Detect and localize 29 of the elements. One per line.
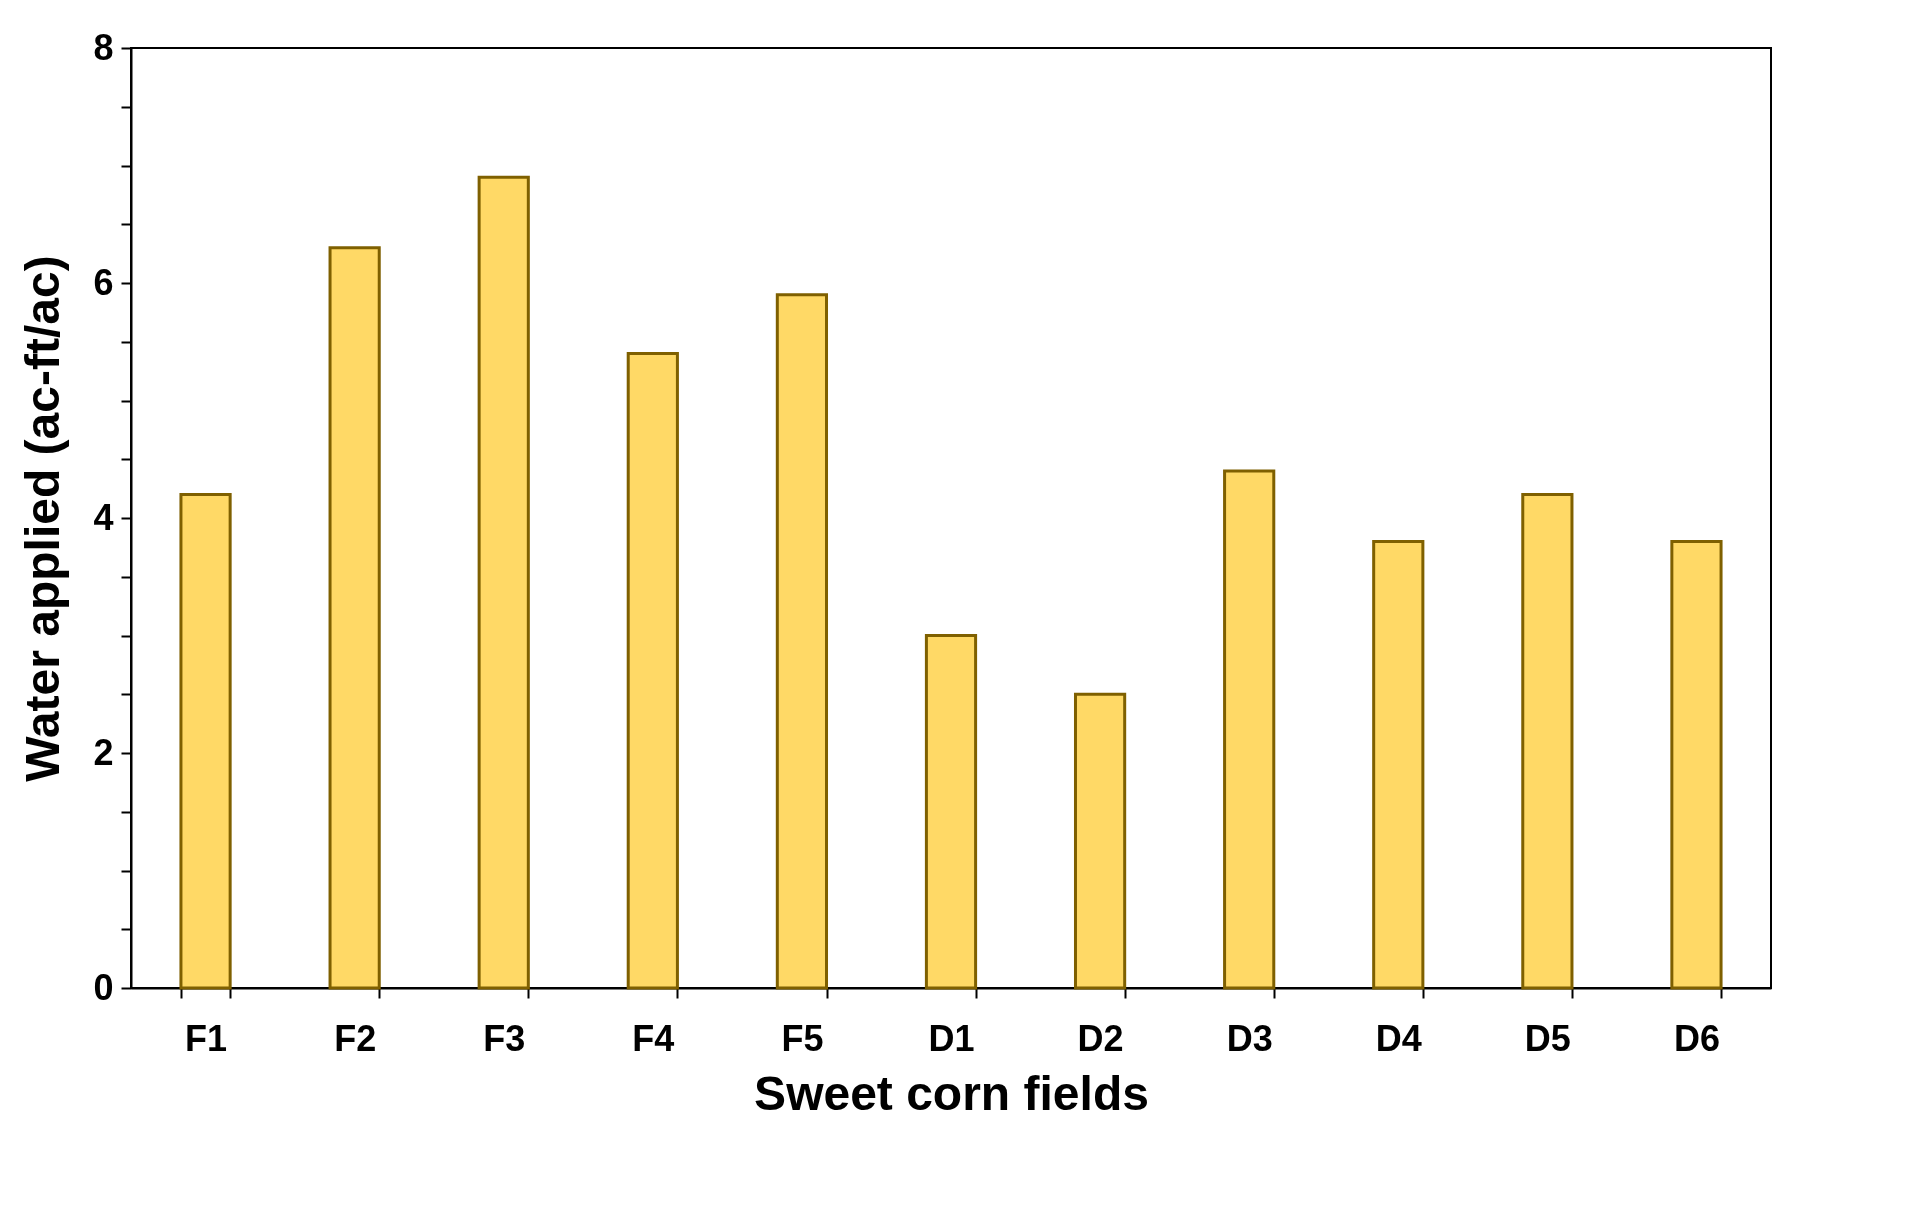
y-tick-label: 4 <box>93 496 114 538</box>
bar <box>1073 692 1127 990</box>
x-tick-label: D1 <box>928 1017 975 1059</box>
bar <box>1372 540 1425 990</box>
bar <box>1521 493 1574 990</box>
x-tick-label: D5 <box>1524 1017 1571 1059</box>
y-axis-title: Water applied (ac-ft/ac) <box>16 255 70 782</box>
bar <box>1670 540 1723 990</box>
x-tick-label: F1 <box>185 1017 228 1059</box>
x-tick-label: D4 <box>1375 1017 1422 1059</box>
x-tick-label: D2 <box>1077 1017 1124 1059</box>
bar <box>775 293 829 990</box>
y-tick-label: 8 <box>93 26 114 68</box>
bar <box>179 493 232 990</box>
bar <box>1223 469 1276 990</box>
y-tick-label: 0 <box>93 966 114 1008</box>
y-tick-label: 6 <box>93 261 114 303</box>
x-tick-label: F3 <box>483 1017 526 1059</box>
x-axis-title: Sweet corn fields <box>754 1066 1149 1120</box>
bar <box>477 175 530 990</box>
bar <box>328 246 381 990</box>
x-tick-label: D3 <box>1226 1017 1273 1059</box>
bar <box>924 634 978 990</box>
x-tick-label: D6 <box>1673 1017 1720 1059</box>
y-tick-label: 2 <box>93 731 114 773</box>
bar <box>626 352 679 990</box>
x-tick-label: F5 <box>781 1017 824 1059</box>
x-tick-label: F2 <box>334 1017 377 1059</box>
x-tick-label: F4 <box>632 1017 675 1059</box>
